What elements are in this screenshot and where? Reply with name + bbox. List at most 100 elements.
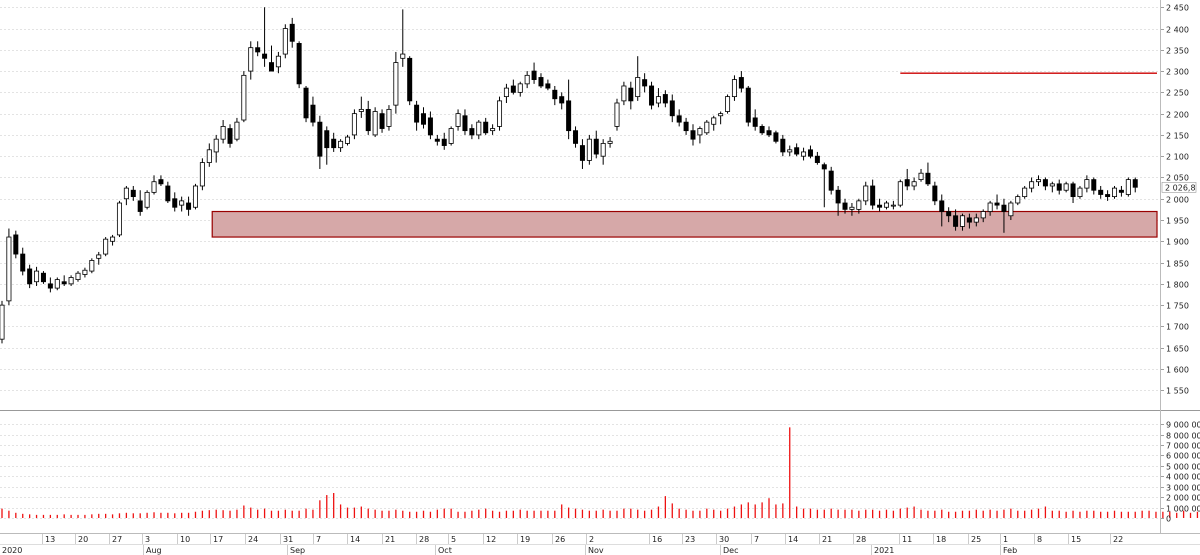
candle [1008, 200, 1014, 221]
candle [662, 90, 668, 108]
candle [911, 177, 917, 191]
candle [1042, 177, 1048, 191]
candle-body [462, 115, 468, 132]
candle-body [27, 268, 33, 285]
candle-body [61, 281, 67, 285]
candle-body [331, 138, 337, 149]
price-tick-label: 1 950 [1166, 217, 1189, 226]
candle [1022, 185, 1028, 199]
candle [186, 196, 192, 216]
price-tick-label: 1 650 [1166, 345, 1189, 354]
candle-body [1077, 187, 1083, 198]
candle-body [517, 83, 523, 93]
candle-body [1008, 202, 1014, 217]
candle-body [144, 191, 150, 208]
candle-body [524, 74, 530, 85]
candle-body [179, 200, 185, 206]
candle [386, 105, 392, 131]
volume-tick-label: 9 000 000 [1166, 421, 1200, 430]
price-tick-label: 2 400 [1166, 26, 1189, 35]
candle [669, 94, 675, 123]
candle [842, 198, 848, 214]
candle [959, 213, 965, 231]
candle [856, 198, 862, 214]
candle [303, 85, 309, 123]
candle-body [483, 121, 489, 134]
candle-body [441, 138, 447, 146]
date-day-label: 28 [419, 535, 429, 544]
date-day-label: 20 [78, 535, 88, 544]
candle-body [787, 149, 793, 153]
date-month-label: Dec [723, 546, 738, 555]
price-tick-label: 1 750 [1166, 302, 1189, 311]
candle [1098, 185, 1104, 199]
candle-body [1042, 179, 1048, 187]
candle-body [199, 162, 205, 187]
candle [1063, 181, 1069, 193]
date-day-label: 26 [555, 535, 565, 544]
candle [966, 213, 972, 229]
candle [635, 56, 641, 101]
volume-tick-label: 2 000 000 [1166, 494, 1200, 503]
candle-body [1036, 179, 1042, 183]
candle [1112, 185, 1118, 199]
candle-body [835, 189, 841, 204]
date-month-label: Nov [588, 546, 604, 555]
candle-body [987, 202, 993, 212]
price-tick-label: 2 150 [1166, 132, 1189, 141]
candle-body [303, 87, 309, 119]
date-day-label: 24 [248, 535, 258, 544]
candle [1049, 181, 1055, 193]
candle [96, 251, 102, 265]
candle-body [697, 128, 703, 136]
candle-body [662, 94, 668, 104]
candle-body [545, 83, 551, 89]
volume-bars [1, 427, 1199, 518]
candle-body [13, 234, 19, 255]
candle-body [47, 283, 53, 289]
candle-body [130, 189, 136, 198]
candle-body [821, 164, 827, 170]
candle-body [1063, 183, 1069, 191]
candle-body [0, 304, 5, 340]
candle [165, 181, 171, 203]
price-tick-label: 2 450 [1166, 4, 1189, 13]
candle-body [234, 121, 240, 140]
candle-body [123, 187, 129, 200]
candle [47, 277, 53, 293]
candle-body [421, 113, 427, 125]
candle-body [635, 77, 641, 98]
candle [642, 73, 648, 93]
candle-body [400, 53, 406, 59]
candle [828, 166, 834, 195]
date-day-label: 12 [486, 535, 496, 544]
candle [469, 124, 475, 140]
candle-body [752, 117, 758, 127]
candle [192, 183, 198, 210]
date-month-label: 2021 [874, 546, 894, 555]
candle-body [103, 238, 109, 255]
candle [40, 271, 46, 284]
candle-body [959, 215, 965, 227]
candle [980, 209, 986, 223]
candle [524, 71, 530, 89]
date-day-label: 16 [652, 535, 662, 544]
candle [676, 109, 682, 127]
candle [434, 134, 440, 146]
candle [1084, 175, 1090, 193]
candle [400, 9, 406, 67]
date-day-label: 2 [589, 535, 594, 544]
candle [61, 275, 67, 286]
candle-body [573, 130, 579, 144]
candle [262, 7, 268, 67]
candle [946, 207, 952, 223]
candle-body [1049, 183, 1055, 187]
candle-body [586, 138, 592, 161]
candle [794, 143, 800, 157]
candle-body [946, 211, 952, 217]
candle-body [497, 100, 503, 127]
price-tick-label: 1 700 [1166, 323, 1189, 332]
candle-body [973, 217, 979, 223]
candle [925, 162, 931, 186]
candle [1015, 194, 1021, 206]
